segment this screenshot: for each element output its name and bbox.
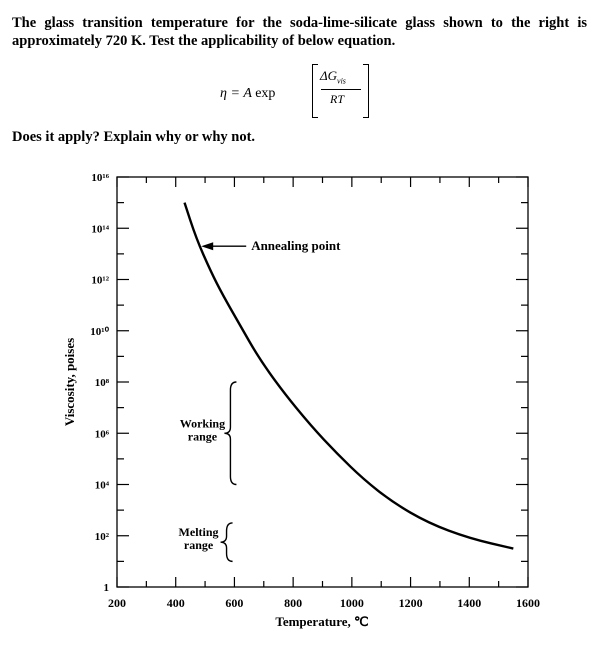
y-tick-label: 10¹⁴ xyxy=(91,223,109,235)
tick-labels: 200 400 600 800 1000 1200 1400 1600 1 10² 10⁴ 10⁶ 10… xyxy=(90,172,540,610)
question-prompt: Does it apply? Explain why or why not. xyxy=(12,129,256,145)
equation-denominator: RT xyxy=(330,92,345,106)
right-bracket xyxy=(363,64,369,118)
y-tick-label: 1 xyxy=(104,582,110,594)
left-bracket xyxy=(312,64,318,118)
question-text: The glass transition temperature for the… xyxy=(12,15,587,49)
x-tick-label: 600 xyxy=(225,596,243,610)
viscosity-chart: 200 400 600 800 1000 1200 1400 1600 1 10² 10⁴ 10⁶ 10… xyxy=(0,160,597,645)
x-tick-label: 200 xyxy=(108,596,126,610)
y-tick-label: 10² xyxy=(95,531,110,543)
working-range-label: range xyxy=(188,429,218,443)
y-tick-label: 10¹⁰ xyxy=(90,326,109,338)
x-tick-label: 800 xyxy=(284,596,302,610)
viscosity-curve xyxy=(183,202,514,550)
x-tick-label: 1400 xyxy=(457,596,481,610)
working-range-brace xyxy=(224,381,237,486)
viscosity-chart-svg: 200 400 600 800 1000 1200 1400 1600 1 10² 10⁴ 10⁶ 10… xyxy=(62,172,540,629)
equation-lhs: η = A exp xyxy=(220,86,276,101)
y-axis-label: Viscosity, poises xyxy=(62,338,77,426)
y-tick-label: 10¹² xyxy=(91,275,109,287)
y-tick-label: 10⁴ xyxy=(95,480,110,492)
equation-numerator: ΔGvis xyxy=(320,68,346,86)
melting-range-label: range xyxy=(184,538,214,552)
viscosity-equation: η = A exp ΔGvis RT xyxy=(220,62,400,122)
annealing-point-label: Annealing point xyxy=(251,238,341,253)
y-tick-label: 10⁶ xyxy=(95,428,110,440)
annealing-arrow-head xyxy=(201,242,214,251)
melting-range-brace xyxy=(220,522,233,563)
y-tick-label: 10¹⁶ xyxy=(91,172,109,184)
fraction-bar xyxy=(321,89,361,90)
y-tick-label: 10⁸ xyxy=(95,377,110,389)
melting-range-label: Melting xyxy=(179,525,219,539)
working-range-label: Working xyxy=(180,416,225,430)
x-tick-label: 1000 xyxy=(340,596,364,610)
axis-ticks xyxy=(116,176,529,588)
x-axis-label: Temperature, ℃ xyxy=(275,614,368,629)
x-tick-label: 1200 xyxy=(399,596,423,610)
x-tick-label: 400 xyxy=(167,596,185,610)
x-tick-label: 1600 xyxy=(516,596,540,610)
